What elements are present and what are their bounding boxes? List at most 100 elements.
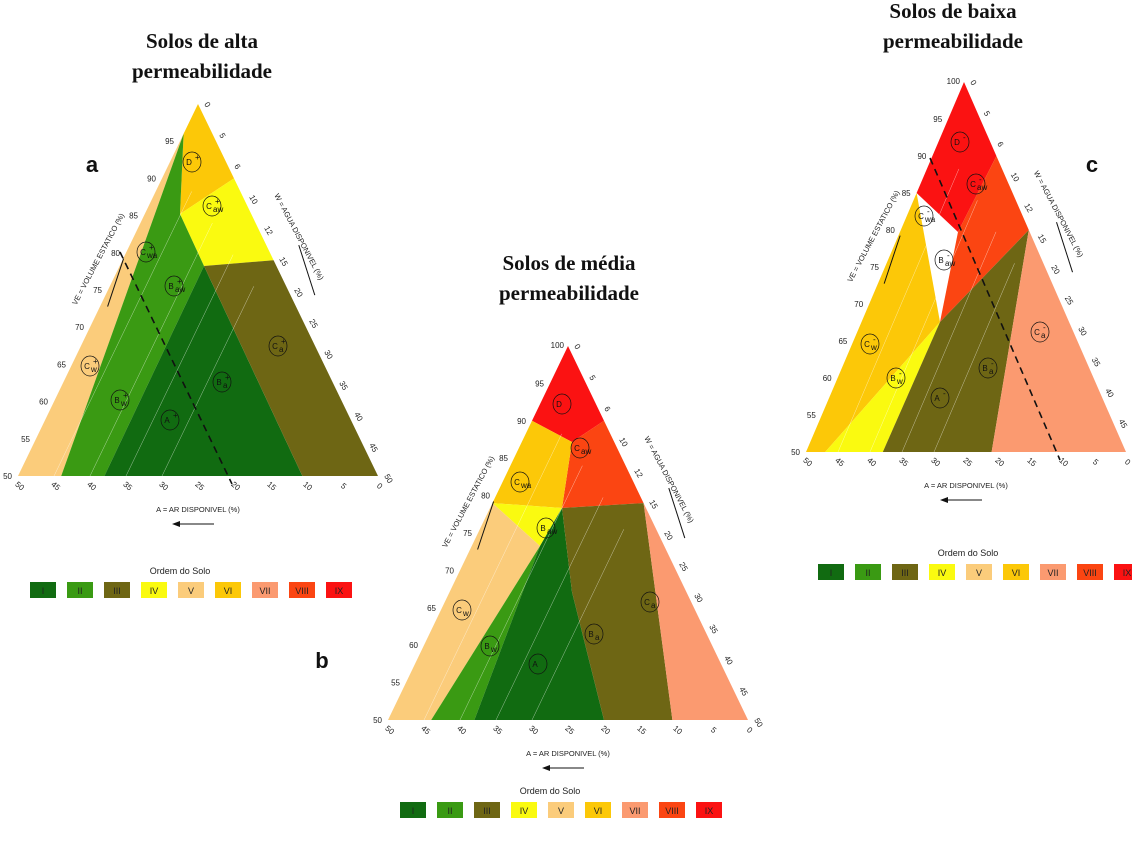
left-tick-label: 85 xyxy=(499,454,508,463)
legend-title: Ordem do Solo xyxy=(150,566,211,576)
bottom-tick-label: 40 xyxy=(865,456,878,469)
legend-swatch-III xyxy=(474,802,500,818)
region-label-sub: wa xyxy=(924,215,936,224)
legend-swatch-label: V xyxy=(558,806,564,816)
right-arrow xyxy=(298,244,316,296)
right-tick-label: 6 xyxy=(232,163,242,172)
region-label-text: B xyxy=(938,256,943,265)
bottom-tick-label: 15 xyxy=(265,480,278,493)
legend-swatch-IV xyxy=(511,802,537,818)
bottom-tick-label: 5 xyxy=(339,481,349,491)
region-label-sub: w xyxy=(120,399,127,408)
left-tick-label: 90 xyxy=(147,174,156,183)
bottom-tick-label: 30 xyxy=(157,480,170,493)
panel-title-line1: Solos de alta xyxy=(146,29,259,53)
left-tick-label: 70 xyxy=(445,566,454,575)
region-label-sub: w xyxy=(462,609,469,618)
legend-swatch-VII xyxy=(622,802,648,818)
region-label-circle xyxy=(934,249,954,271)
panel-title-line1: Solos de média xyxy=(502,251,636,275)
bottom-tick-label: 15 xyxy=(1025,456,1038,469)
bottom-tick-label: 0 xyxy=(1123,457,1132,467)
zone-IX xyxy=(916,82,997,232)
dashed-line xyxy=(929,157,1061,461)
legend-swatch-I xyxy=(400,802,426,818)
legend-swatch-IV xyxy=(929,564,955,580)
region-label-circle xyxy=(950,131,970,153)
legend-swatch-IX xyxy=(1114,564,1132,580)
guide-line xyxy=(531,529,625,721)
region-label-circle xyxy=(528,653,548,675)
region-label-sub: a xyxy=(279,345,284,354)
zone-VI xyxy=(492,420,572,508)
region-label-circle xyxy=(202,195,222,217)
region-label-text: C xyxy=(84,362,90,371)
legend-swatch-VIII xyxy=(1077,564,1103,580)
legend-swatch-label: VIII xyxy=(1083,568,1097,578)
bottom-arrow-head xyxy=(542,765,550,771)
right-axis-label: W = AGUA DISPONIVEL (%) xyxy=(1032,169,1086,259)
right-tick-label: 15 xyxy=(647,498,660,511)
right-arrow xyxy=(668,487,686,539)
left-tick-label: 90 xyxy=(917,152,926,161)
region-label-circle xyxy=(978,357,998,379)
region-label-sup: + xyxy=(123,391,128,400)
legend-swatch-label: VI xyxy=(1012,568,1021,578)
region-label-sub: aw xyxy=(581,447,591,456)
right-axis-label: W = AGUA DISPONIVEL (%) xyxy=(642,435,696,525)
right-tick-label: 45 xyxy=(367,442,380,455)
region-label-sup: - xyxy=(947,251,950,260)
legend-swatch-label: IX xyxy=(705,806,714,816)
bottom-tick-label: 35 xyxy=(121,480,134,493)
region-label-sup: - xyxy=(979,175,982,184)
region-label-sup: + xyxy=(93,357,98,366)
region-label-circle xyxy=(160,409,180,431)
guide-line xyxy=(495,497,604,721)
legend-swatch-label: IV xyxy=(938,568,947,578)
bottom-tick-label: 50 xyxy=(801,456,814,469)
legend-swatch-VI xyxy=(585,802,611,818)
region-label-text: C xyxy=(140,248,146,257)
region-label-circle xyxy=(452,599,472,621)
right-tick-label: 35 xyxy=(1090,356,1103,369)
zone-III xyxy=(882,230,1029,452)
region-label-sup: - xyxy=(991,359,994,368)
left-tick-label: 90 xyxy=(517,417,526,426)
region-label-sub: a xyxy=(223,381,228,390)
guide-line xyxy=(459,465,583,721)
legend-swatch-label: I xyxy=(412,806,415,816)
left-tick-label: 60 xyxy=(823,374,832,383)
legend-swatch-VI xyxy=(215,582,241,598)
region-label: C-w xyxy=(860,333,880,355)
legend-swatch-label: II xyxy=(77,586,82,596)
legend-swatch-V xyxy=(548,802,574,818)
region-label-text: D xyxy=(556,400,562,409)
region-label-sup: - xyxy=(1043,323,1046,332)
guide-line xyxy=(125,254,234,477)
left-tick-label: 55 xyxy=(391,679,400,688)
right-tick-label: 30 xyxy=(1076,325,1089,338)
guide-line xyxy=(161,286,255,477)
right-tick-label: 15 xyxy=(1036,233,1049,246)
legend-swatch-label: IV xyxy=(520,806,529,816)
region-label-circle xyxy=(640,591,660,613)
bottom-arrow-head xyxy=(940,497,948,503)
legend-swatch-III xyxy=(892,564,918,580)
region-label-sup: - xyxy=(927,207,930,216)
bottom-tick-label: 40 xyxy=(85,480,98,493)
legend-swatch-VII xyxy=(252,582,278,598)
left-tick-label: 85 xyxy=(129,212,138,221)
right-tick-label: 45 xyxy=(737,685,750,698)
zone-IV xyxy=(825,322,940,452)
right-tick-label: 35 xyxy=(337,380,350,393)
bottom-tick-label: 35 xyxy=(897,456,910,469)
zone-VI xyxy=(180,104,234,214)
region-label-text: B xyxy=(982,364,987,373)
right-tick-label: 0 xyxy=(572,343,582,352)
